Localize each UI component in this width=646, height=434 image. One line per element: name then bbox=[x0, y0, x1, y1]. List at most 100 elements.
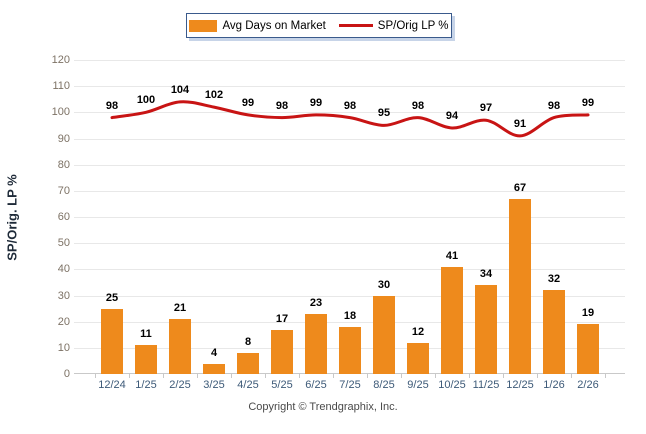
x-tick-label: 9/25 bbox=[407, 379, 429, 391]
bar-value-label: 32 bbox=[547, 273, 561, 286]
bar bbox=[577, 324, 599, 374]
y-tick-label: 10 bbox=[57, 341, 70, 354]
x-axis-tick bbox=[265, 374, 266, 378]
x-tick-label: 6/25 bbox=[305, 379, 327, 391]
line-value-label: 98 bbox=[275, 99, 289, 112]
line-value-label: 98 bbox=[343, 99, 357, 112]
x-axis-tick bbox=[333, 374, 334, 378]
x-axis-tick bbox=[571, 374, 572, 378]
grid-line bbox=[74, 164, 625, 166]
x-tick-label: 1/25 bbox=[135, 379, 157, 391]
x-axis-tick bbox=[367, 374, 368, 378]
line-legend-swatch-icon bbox=[338, 24, 373, 27]
bar bbox=[339, 326, 361, 374]
grid-line bbox=[74, 243, 625, 245]
x-axis-tick bbox=[95, 374, 96, 378]
bar-value-label: 8 bbox=[244, 336, 252, 349]
legend: Avg Days on Market SP/Orig LP % bbox=[186, 13, 452, 38]
line-value-label: 99 bbox=[309, 96, 323, 109]
bar-value-label: 30 bbox=[377, 278, 391, 291]
grid-line bbox=[74, 295, 625, 297]
x-tick-label: 11/25 bbox=[472, 379, 500, 391]
line-value-label: 104 bbox=[170, 83, 190, 96]
x-tick-label: 12/24 bbox=[98, 379, 126, 391]
bar-value-label: 12 bbox=[411, 325, 425, 338]
x-axis-tick bbox=[197, 374, 198, 378]
grid-line bbox=[74, 86, 625, 88]
bar-value-label: 41 bbox=[445, 249, 459, 262]
bar bbox=[509, 198, 531, 374]
x-tick-label: 4/25 bbox=[237, 379, 259, 391]
line-value-label: 99 bbox=[581, 96, 595, 109]
line-value-label: 98 bbox=[105, 99, 119, 112]
bar bbox=[203, 363, 225, 374]
y-tick-label: 110 bbox=[52, 80, 70, 93]
y-tick-label: 80 bbox=[57, 158, 70, 171]
line-value-label: 102 bbox=[204, 89, 224, 102]
bar-value-label: 23 bbox=[309, 296, 323, 309]
bar bbox=[407, 342, 429, 374]
x-axis-tick bbox=[537, 374, 538, 378]
bar-value-label: 19 bbox=[581, 307, 595, 320]
y-tick-label: 30 bbox=[57, 289, 70, 302]
bar bbox=[101, 308, 123, 374]
x-axis-tick bbox=[299, 374, 300, 378]
line-value-label: 97 bbox=[479, 102, 493, 115]
line-value-label: 100 bbox=[136, 94, 156, 107]
x-tick-label: 12/25 bbox=[506, 379, 534, 391]
bar bbox=[373, 295, 395, 374]
plot-area: 25 11 21 4 8 17 23 18 30 12 41 34 67 32 19 98 100 104 102 9… bbox=[74, 60, 625, 374]
x-axis-tick bbox=[435, 374, 436, 378]
bar bbox=[237, 353, 259, 374]
grid-line bbox=[74, 138, 625, 140]
y-tick-label: 90 bbox=[57, 132, 70, 145]
x-tick-label: 1/26 bbox=[543, 379, 565, 391]
y-tick-label: 120 bbox=[51, 54, 70, 66]
bar bbox=[169, 319, 191, 374]
x-tick-label: 8/25 bbox=[373, 379, 395, 391]
bar-value-label: 4 bbox=[210, 346, 218, 359]
y-tick-label: 20 bbox=[57, 315, 70, 328]
x-axis-tick bbox=[163, 374, 164, 378]
grid-line bbox=[74, 269, 625, 271]
y-axis-title: SP/Orig. LP % bbox=[4, 174, 20, 261]
bar bbox=[135, 345, 157, 374]
bar-value-label: 17 bbox=[275, 312, 289, 325]
x-tick-label: 5/25 bbox=[271, 379, 293, 391]
line-value-label: 94 bbox=[445, 110, 459, 123]
line-value-label: 98 bbox=[547, 99, 561, 112]
grid-line bbox=[74, 321, 625, 323]
bar bbox=[271, 329, 293, 374]
x-tick-label: 2/26 bbox=[577, 379, 599, 391]
trend-line bbox=[110, 100, 590, 138]
y-tick-label: 0 bbox=[63, 368, 70, 380]
y-tick-label: 40 bbox=[57, 263, 70, 276]
y-tick-label: 50 bbox=[57, 237, 70, 250]
bar bbox=[305, 313, 327, 374]
bar-value-label: 21 bbox=[173, 302, 187, 315]
copyright-text: Copyright © Trendgraphix, Inc. bbox=[248, 401, 398, 413]
line-value-label: 91 bbox=[513, 117, 527, 130]
bar-value-label: 11 bbox=[140, 328, 152, 341]
x-axis-tick bbox=[129, 374, 130, 378]
x-axis-tick bbox=[605, 374, 606, 378]
bar-value-label: 34 bbox=[479, 268, 493, 281]
x-tick-label: 3/25 bbox=[203, 379, 225, 391]
y-tick-label: 100 bbox=[51, 106, 70, 119]
line-value-label: 95 bbox=[377, 107, 391, 120]
x-axis-tick bbox=[469, 374, 470, 378]
x-axis-tick bbox=[503, 374, 504, 378]
bar bbox=[441, 266, 463, 374]
bar-value-label: 67 bbox=[513, 181, 527, 194]
grid-line bbox=[74, 190, 625, 192]
bar bbox=[475, 285, 497, 374]
grid-line bbox=[74, 60, 625, 61]
y-tick-label: 60 bbox=[57, 211, 70, 223]
grid-line bbox=[74, 112, 625, 114]
line-value-label: 98 bbox=[411, 99, 425, 112]
bar bbox=[543, 290, 565, 374]
y-tick-label: 70 bbox=[57, 184, 70, 197]
bar-legend-swatch-icon bbox=[189, 19, 218, 32]
x-axis-tick bbox=[401, 374, 402, 378]
